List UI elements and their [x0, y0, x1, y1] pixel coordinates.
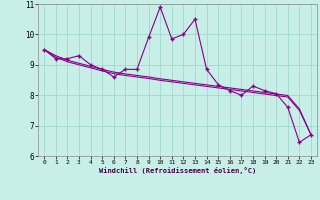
X-axis label: Windchill (Refroidissement éolien,°C): Windchill (Refroidissement éolien,°C): [99, 167, 256, 174]
